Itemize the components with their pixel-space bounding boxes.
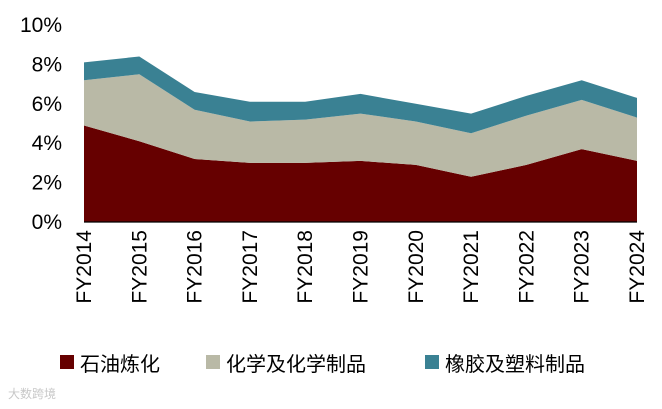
area-series-1: [84, 74, 637, 177]
x-tick-label: FY2021: [460, 230, 483, 304]
legend-swatch-refining: [60, 355, 74, 369]
y-tick-label: 2%: [32, 172, 62, 195]
y-tick-label: 8%: [32, 53, 62, 76]
watermark: 大数跨境: [8, 385, 56, 402]
y-tick-label: 10%: [20, 14, 62, 37]
x-tick-label: FY2022: [515, 230, 538, 304]
x-tick-label: FY2016: [184, 230, 207, 304]
legend-item-rubber-plastics: 橡胶及塑料制品: [425, 346, 585, 378]
x-tick-label: FY2015: [128, 230, 151, 304]
legend-swatch-rubber-plastics: [425, 355, 439, 369]
legend: 石油炼化 化学及化学制品 橡胶及塑料制品: [0, 346, 662, 378]
y-axis-ticks: 0% 2% 4% 6% 8% 10%: [20, 14, 62, 234]
legend-label-refining: 石油炼化: [80, 351, 160, 376]
legend-swatch-chemicals: [206, 355, 220, 369]
x-tick-label: FY2019: [350, 230, 373, 304]
area-series-0: [84, 125, 637, 222]
x-tick-label: FY2024: [626, 230, 649, 304]
legend-item-refining: 石油炼化: [60, 346, 160, 378]
area-layers: [84, 56, 637, 222]
x-tick-label: FY2017: [239, 230, 262, 304]
x-tick-label: FY2018: [294, 230, 317, 304]
watermark-text: 大数跨境: [8, 387, 57, 401]
legend-label-rubber-plastics: 橡胶及塑料制品: [445, 351, 585, 376]
legend-item-chemicals: 化学及化学制品: [206, 346, 366, 378]
stacked-area-chart: 0%2%4%6%8%10% FY2014 FY2015 FY2016 FY2017 FY…: [20, 14, 649, 304]
area-series-2: [84, 56, 637, 134]
x-tick-label: FY2014: [73, 230, 96, 304]
x-tick-label: FY2023: [571, 230, 594, 304]
x-tick-label: FY2020: [405, 230, 428, 304]
y-tick-label: 4%: [32, 132, 62, 155]
legend-label-chemicals: 化学及化学制品: [226, 351, 366, 376]
y-tick-label: 6%: [32, 93, 62, 116]
y-tick-label: 0%: [32, 211, 62, 234]
x-axis-ticks: FY2014 FY2015 FY2016 FY2017 FY2018 FY2019 FY20…: [73, 230, 649, 304]
